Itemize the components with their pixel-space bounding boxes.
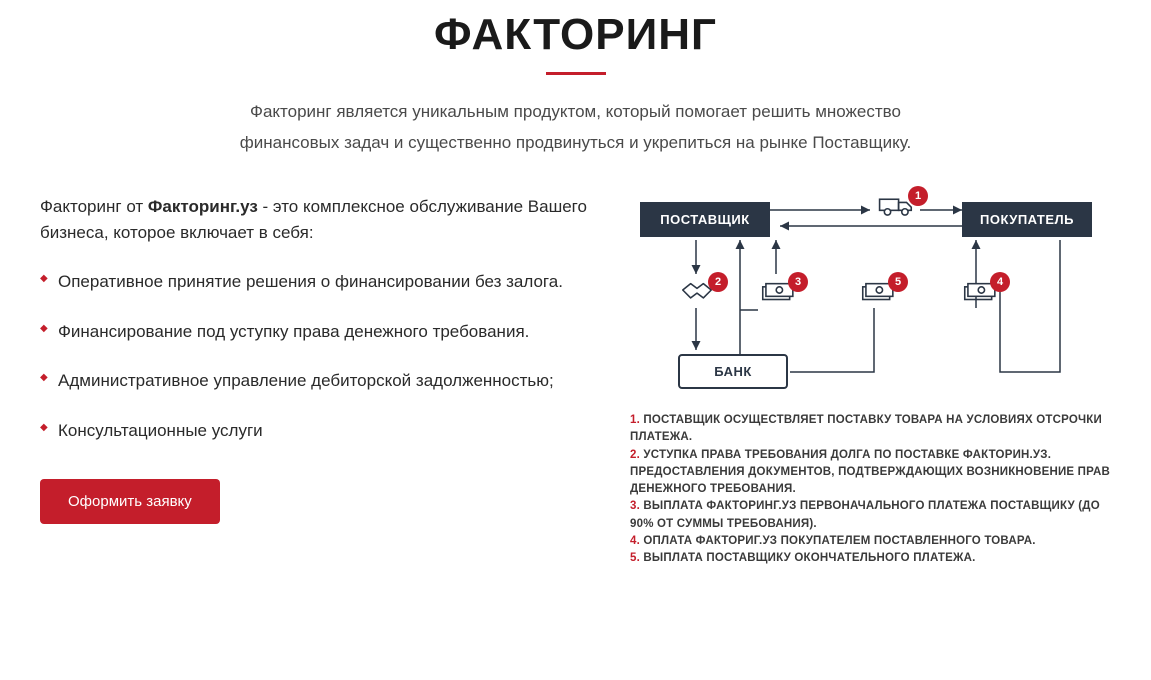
step-item: 4. ОПЛАТА ФАКТОРИГ.УЗ ПОКУПАТЕЛЕМ ПОСТАВ… <box>630 533 1111 550</box>
step-number: 1. <box>630 414 643 426</box>
step-item: 1. ПОСТАВЩИК ОСУЩЕСТВЛЯЕТ ПОСТАВКУ ТОВАР… <box>630 412 1111 447</box>
intro-text: Факторинг от Факторинг.уз - это комплекс… <box>40 194 600 245</box>
diagram-node: БАНК <box>678 354 788 389</box>
step-text: ПОСТАВЩИК ОСУЩЕСТВЛЯЕТ ПОСТАВКУ ТОВАРА Н… <box>630 414 1102 443</box>
left-column: Факторинг от Факторинг.уз - это комплекс… <box>40 194 600 567</box>
feature-item: Административное управление дебиторской … <box>40 368 600 394</box>
title-underline <box>546 72 606 75</box>
intro-brand: Факторинг.уз <box>148 197 258 216</box>
steps-list: 1. ПОСТАВЩИК ОСУЩЕСТВЛЯЕТ ПОСТАВКУ ТОВАР… <box>630 412 1111 567</box>
page-title: ФАКТОРИНГ <box>40 10 1111 60</box>
step-item: 2. УСТУПКА ПРАВА ТРЕБОВАНИЯ ДОЛГА ПО ПОС… <box>630 447 1111 499</box>
intro-prefix: Факторинг от <box>40 197 148 216</box>
right-column: ПОСТАВЩИКПОКУПАТЕЛЬБАНК12354 1. ПОСТАВЩИ… <box>630 194 1111 567</box>
factoring-diagram: ПОСТАВЩИКПОКУПАТЕЛЬБАНК12354 <box>630 194 1110 394</box>
step-text: ОПЛАТА ФАКТОРИГ.УЗ ПОКУПАТЕЛЕМ ПОСТАВЛЕН… <box>643 535 1035 547</box>
feature-item: Консультационные услуги <box>40 418 600 444</box>
step-text: ВЫПЛАТА ПОСТАВЩИКУ ОКОНЧАТЕЛЬНОГО ПЛАТЕЖ… <box>643 552 975 564</box>
step-text: УСТУПКА ПРАВА ТРЕБОВАНИЯ ДОЛГА ПО ПОСТАВ… <box>630 449 1110 496</box>
feature-item: Финансирование под уступку права денежно… <box>40 319 600 345</box>
step-item: 5. ВЫПЛАТА ПОСТАВЩИКУ ОКОНЧАТЕЛЬНОГО ПЛА… <box>630 550 1111 567</box>
step-number: 4. <box>630 535 643 547</box>
step-number: 3. <box>630 500 643 512</box>
features-list: Оперативное принятие решения о финансиро… <box>40 269 600 443</box>
step-number: 5. <box>630 552 643 564</box>
diagram-node: ПОСТАВЩИК <box>640 202 770 237</box>
diagram-node: ПОКУПАТЕЛЬ <box>962 202 1092 237</box>
step-item: 3. ВЫПЛАТА ФАКТОРИНГ.УЗ ПЕРВОНАЧАЛЬНОГО … <box>630 498 1111 533</box>
feature-item: Оперативное принятие решения о финансиро… <box>40 269 600 295</box>
step-text: ВЫПЛАТА ФАКТОРИНГ.УЗ ПЕРВОНАЧАЛЬНОГО ПЛА… <box>630 500 1100 529</box>
page-subtitle: Факторинг является уникальным продуктом,… <box>216 97 936 158</box>
step-number: 2. <box>630 449 643 461</box>
submit-request-button[interactable]: Оформить заявку <box>40 479 220 524</box>
